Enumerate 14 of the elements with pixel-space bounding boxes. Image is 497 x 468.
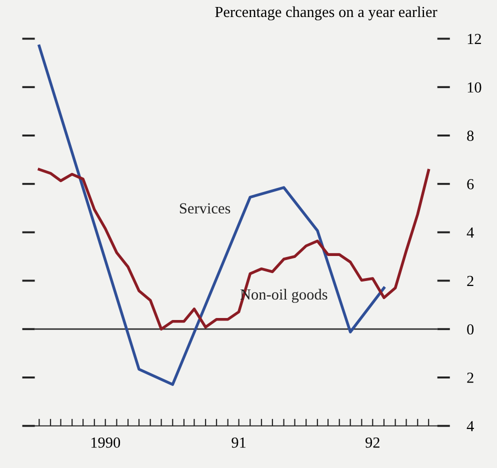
y-tick-label: 0	[467, 324, 474, 335]
y-tick-label: 10	[468, 82, 482, 93]
y-tick-label: 2	[467, 372, 474, 383]
y-tick-label: 4	[466, 228, 474, 238]
y-tick-label: 8	[467, 130, 474, 141]
y-tick-label: 12	[468, 34, 481, 44]
x-tick-label: 92	[365, 437, 380, 448]
y-tick-label: 4	[466, 421, 474, 432]
y-tick-label: 6	[467, 179, 474, 190]
series-label: Services	[180, 203, 230, 214]
x-tick-label: 1990	[91, 437, 120, 448]
x-tick-label: 91	[232, 437, 246, 448]
y-tick-label: 2	[467, 276, 474, 286]
chart-subtitle: Percentage changes on a year earlier	[215, 6, 438, 20]
